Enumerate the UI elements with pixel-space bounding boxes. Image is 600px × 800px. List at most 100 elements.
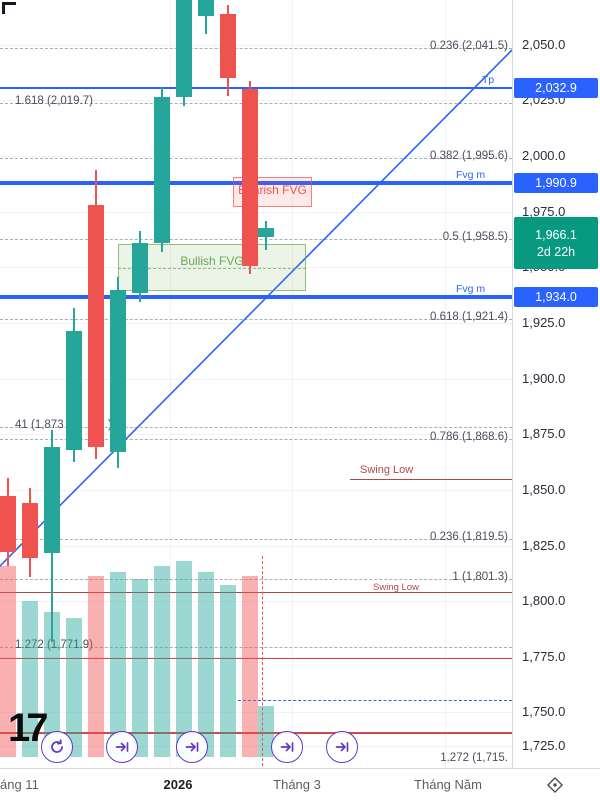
candle-body: [44, 447, 60, 553]
skip-forward-button[interactable]: [106, 731, 138, 763]
volume-bar: [132, 579, 148, 757]
skip-forward-icon: [113, 738, 131, 756]
volume-bar: [242, 576, 258, 757]
level-label: Fvg m: [456, 283, 486, 295]
replay-icon: [48, 738, 66, 756]
fib-level-line[interactable]: [0, 48, 512, 49]
candle-body: [110, 290, 126, 452]
grid-line-horizontal: [0, 44, 512, 46]
candle-body: [0, 496, 16, 552]
price-axis-label: 1,900.0: [522, 371, 566, 386]
chart-area[interactable]: 0.236 (2,041.5) 1.618 (2,019.7) 0.382 (1,9…: [0, 0, 512, 768]
candle-body: [132, 243, 148, 293]
fib-level-label: 0.5 (1,958.5): [442, 231, 508, 243]
candle-body: [220, 14, 236, 78]
volume-bar: [220, 585, 236, 757]
grid-line-horizontal: [0, 545, 512, 547]
volume-bar: [22, 601, 38, 757]
corner-mark: [2, 2, 16, 14]
grid-line-vertical: [170, 0, 171, 768]
price-badge-value: 1,934.0: [535, 290, 577, 304]
price-axis-label: 1,925.0: [522, 315, 566, 330]
price-badge: 2,032.9: [514, 78, 598, 98]
level-label: Tp: [482, 74, 495, 86]
candle-body: [22, 503, 38, 558]
fib-level-line[interactable]: [0, 647, 512, 648]
level-line-tp[interactable]: [0, 87, 512, 89]
price-axis-label: 1,750.0: [522, 704, 566, 719]
fib-level-label: 1.272 (1,715.: [440, 752, 508, 764]
fib-level-label: 0.236 (1,819.5): [429, 531, 508, 543]
price-badge: 1,966.1 2d 22h: [514, 217, 598, 269]
level-line-fvg-m[interactable]: [0, 295, 512, 299]
candle-body: [88, 205, 104, 447]
price-badge: 1,990.9: [514, 173, 598, 193]
volume-bar: [66, 618, 82, 757]
vertical-dashed-line[interactable]: [262, 556, 263, 766]
time-axis[interactable]: áng 11 2026 Tháng 3 Tháng Năm: [0, 768, 600, 800]
skip-forward-icon: [333, 738, 351, 756]
price-axis-label: 2,050.0: [522, 37, 566, 52]
fib-level-label: 0.236 (2,041.5): [429, 40, 508, 52]
horizontal-line[interactable]: [0, 657, 512, 659]
grid-line-vertical: [445, 0, 446, 768]
price-scale[interactable]: 2,050.02,025.02,000.01,975.01,950.01,925…: [512, 0, 600, 768]
candle-wick: [205, 0, 207, 34]
price-axis-label: 1,775.0: [522, 649, 566, 664]
price-badge-value: 1,966.1: [535, 227, 577, 242]
swing-low-line[interactable]: [0, 591, 512, 593]
replay-button[interactable]: [41, 731, 73, 763]
fib-level-label: 1.272 (1,771.9): [15, 639, 94, 651]
axis-settings-icon[interactable]: [544, 774, 566, 796]
volume-bar: [176, 561, 192, 757]
price-axis-label: 1,725.0: [522, 738, 566, 753]
skip-forward-icon: [183, 738, 201, 756]
volume-bar: [110, 572, 126, 757]
candle-body: [176, 0, 192, 97]
skip-forward-button[interactable]: [326, 731, 358, 763]
bearish-fvg-label: Bearish FVG: [238, 183, 307, 197]
price-axis-label: 1,875.0: [522, 426, 566, 441]
price-badge-value: 2,032.9: [535, 81, 577, 95]
price-axis-label: 2,000.0: [522, 148, 566, 163]
fib-level-label: 0.618 (1,921.4): [429, 311, 508, 323]
grid-line-vertical: [292, 0, 293, 768]
grid-line-horizontal: [0, 600, 512, 602]
candle-body: [242, 89, 258, 266]
fib-level-label: 41 (1,873: [15, 419, 64, 431]
grid-line-horizontal: [0, 656, 512, 658]
skip-forward-button[interactable]: [176, 731, 208, 763]
fib-level-label: 1.618 (2,019.7): [15, 95, 94, 107]
skip-forward-button[interactable]: [271, 731, 303, 763]
volume-bar: [198, 572, 214, 757]
swing-low-label: Swing Low: [373, 582, 419, 593]
price-axis-label: 1,850.0: [522, 482, 566, 497]
grid-line-horizontal: [0, 489, 512, 491]
skip-forward-icon: [278, 738, 296, 756]
candle-body: [154, 97, 170, 243]
price-axis-label: 1,800.0: [522, 593, 566, 608]
price-axis-label: 1,975.0: [522, 204, 566, 219]
swing-low-line[interactable]: [350, 478, 512, 480]
candle-countdown: 2d 22h: [536, 244, 576, 259]
volume-bar: [88, 576, 104, 757]
grid-line-horizontal: [0, 745, 512, 747]
fib-level-line[interactable]: [0, 579, 512, 580]
tradingview-logo[interactable]: 17: [8, 706, 48, 750]
price-axis-label: 1,825.0: [522, 538, 566, 553]
volume-bar: [154, 566, 170, 757]
fib-level-label: 1 (1,801.3): [452, 571, 508, 583]
time-axis-label[interactable]: 2026: [163, 777, 193, 792]
swing-low-label: Swing Low: [360, 464, 414, 476]
time-axis-label[interactable]: Tháng 3: [273, 777, 321, 792]
fib-level-label: 0.382 (1,995.6): [429, 150, 508, 162]
horizontal-line[interactable]: [0, 732, 512, 734]
bullish-fvg-label: Bullish FVG: [180, 254, 244, 268]
price-badge: 1,934.0: [514, 287, 598, 307]
candle-body: [198, 0, 214, 16]
time-axis-label[interactable]: áng 11: [0, 777, 39, 792]
level-label: Fvg m: [456, 169, 486, 181]
time-axis-label[interactable]: Tháng Năm: [414, 777, 482, 792]
candle-body: [66, 331, 82, 450]
horizontal-line[interactable]: [238, 700, 512, 701]
